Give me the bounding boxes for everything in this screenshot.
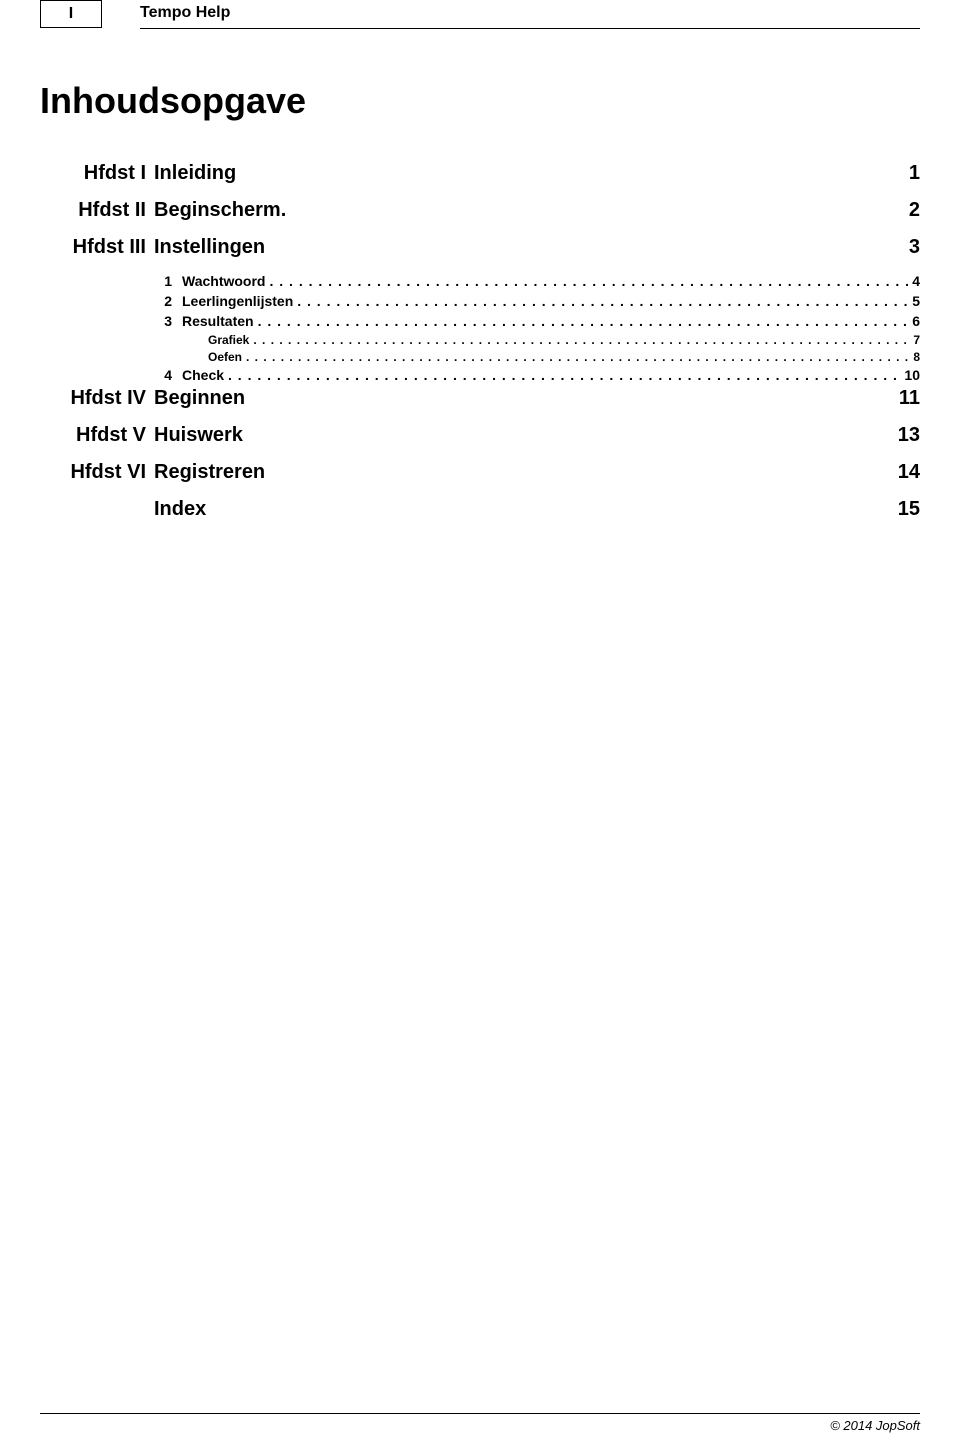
toc-label: Instellingen: [154, 236, 265, 259]
toc-prefix: Hfdst V: [40, 424, 154, 447]
toc-main-row: Hfdst IVBeginnen 11: [40, 387, 920, 410]
toc-prefix: Hfdst VI: [40, 461, 154, 484]
toc-sub-number: 2: [40, 293, 182, 309]
toc-page-number: 1: [909, 162, 920, 185]
footer-copyright: © 2014 JopSoft: [40, 1418, 920, 1433]
toc-sub-page-number: 10: [900, 367, 920, 383]
toc-subsub-row: Oefen. . . . . . . . . . . . . . . . . .…: [40, 350, 920, 364]
toc-label: Beginnen: [154, 387, 245, 410]
toc-page-number: 13: [898, 424, 920, 447]
toc-sub-label: Resultaten: [182, 313, 254, 329]
toc-sub-number: 3: [40, 313, 182, 329]
page-footer: © 2014 JopSoft: [40, 1413, 920, 1433]
toc-label: Registreren: [154, 461, 265, 484]
toc-sub-number: 1: [40, 273, 182, 289]
toc-sub-label: Leerlingenlijsten: [182, 293, 293, 309]
toc-sub-label: Check: [182, 367, 224, 383]
toc-prefix: Hfdst II: [40, 199, 154, 222]
toc-prefix: Hfdst I: [40, 162, 154, 185]
toc-body: Hfdst IInleiding1Hfdst IIBeginscherm.2Hf…: [40, 162, 920, 521]
toc-subsub-row: Grafiek. . . . . . . . . . . . . . . . .…: [40, 333, 920, 347]
toc-prefix: Hfdst III: [40, 236, 154, 259]
header-rule: [140, 28, 920, 29]
toc-main-row: Hfdst IIIInstellingen 3: [40, 236, 920, 259]
toc-label: Huiswerk: [154, 424, 243, 447]
toc-sub-page-number: 5: [908, 293, 920, 309]
toc-prefix: Hfdst IV: [40, 387, 154, 410]
toc-sub-row: 3Resultaten. . . . . . . . . . . . . . .…: [40, 313, 920, 329]
toc-label: Beginscherm.: [154, 199, 286, 222]
toc-page-number: 2: [909, 199, 920, 222]
toc-main-row: Hfdst VIRegistreren 14: [40, 461, 920, 484]
toc-main-row: Hfdst IInleiding 1: [40, 162, 920, 185]
toc-leader-dots: . . . . . . . . . . . . . . . . . . . . …: [242, 350, 909, 364]
footer-rule: [40, 1413, 920, 1414]
toc-label: Index: [154, 498, 206, 521]
toc-leader-dots: . . . . . . . . . . . . . . . . . . . . …: [224, 367, 900, 383]
toc-main-row: Hfdst VHuiswerk 13: [40, 424, 920, 447]
toc-leader-dots: . . . . . . . . . . . . . . . . . . . . …: [293, 293, 908, 309]
toc-page-number: 14: [898, 461, 920, 484]
toc-main-row: Hfdst IIBeginscherm. 2: [40, 199, 920, 222]
toc-leader-dots: . . . . . . . . . . . . . . . . . . . . …: [265, 273, 908, 289]
toc-sub-row: 4Check. . . . . . . . . . . . . . . . . …: [40, 367, 920, 383]
toc-sub-label: Wachtwoord: [182, 273, 265, 289]
toc-sub-page-number: 6: [908, 313, 920, 329]
page-header: I Tempo Help: [0, 0, 960, 40]
toc-label: Inleiding: [154, 162, 236, 185]
toc-leader-dots: . . . . . . . . . . . . . . . . . . . . …: [249, 333, 909, 347]
page-number-box: I: [40, 0, 102, 28]
toc-subsub-label: Grafiek: [40, 333, 249, 347]
page-number: I: [69, 5, 73, 23]
toc-title: Inhoudsopgave: [40, 80, 960, 122]
toc-sub-row: 1Wachtwoord. . . . . . . . . . . . . . .…: [40, 273, 920, 289]
toc-sub-row: 2Leerlingenlijsten. . . . . . . . . . . …: [40, 293, 920, 309]
toc-page-number: 3: [909, 236, 920, 259]
toc-main-row: Index 15: [40, 498, 920, 521]
page-title: Tempo Help: [140, 4, 230, 22]
toc-sub-number: 4: [40, 367, 182, 383]
toc-leader-dots: . . . . . . . . . . . . . . . . . . . . …: [254, 313, 909, 329]
toc-subsub-page-number: 8: [909, 350, 920, 364]
toc-subsub-label: Oefen: [40, 350, 242, 364]
toc-page-number: 11: [899, 387, 920, 410]
toc-subsub-page-number: 7: [909, 333, 920, 347]
toc-sub-page-number: 4: [908, 273, 920, 289]
toc-page-number: 15: [898, 498, 920, 521]
